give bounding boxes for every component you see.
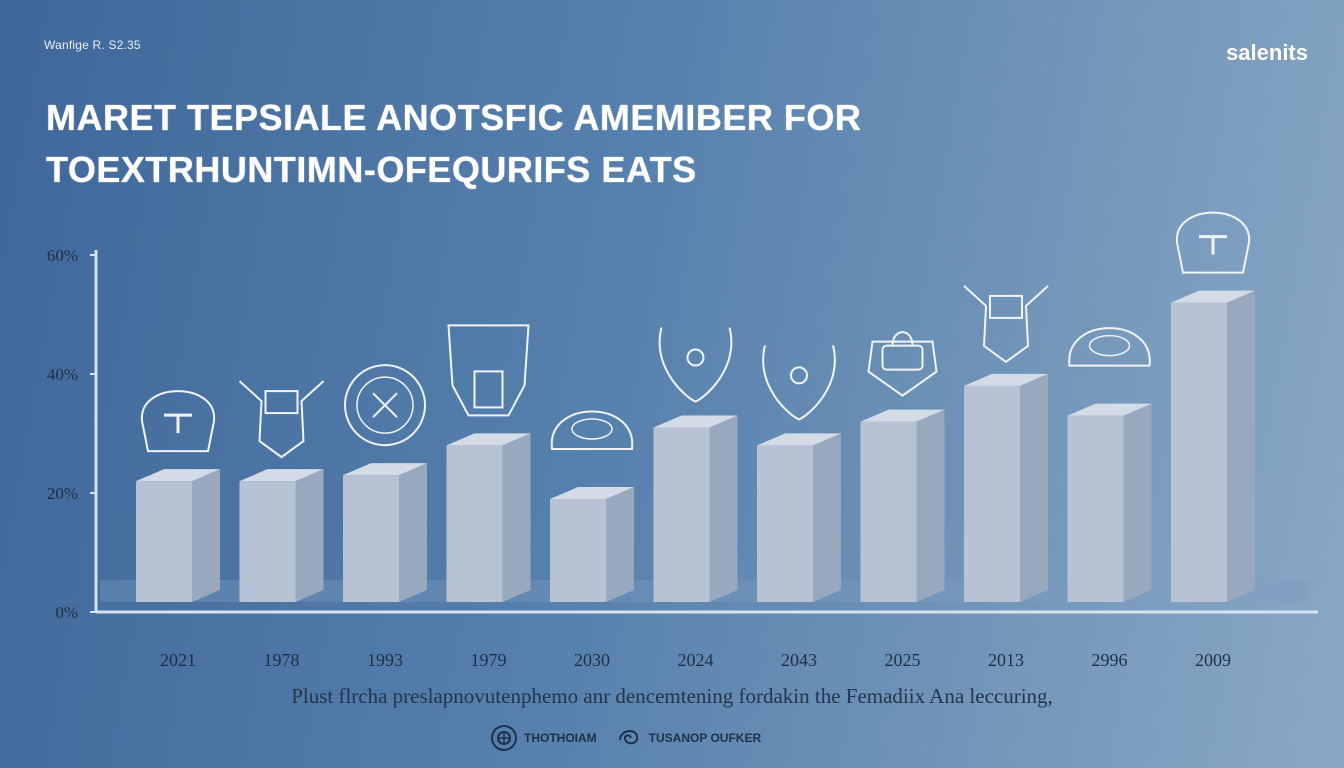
footer-logo-2-text: TUSANOP OUFKER: [648, 731, 762, 745]
footer-logo-2: TUSANOP OUFKER: [615, 724, 761, 752]
shield-crest-icon: [344, 364, 426, 447]
bar-top: [550, 486, 634, 499]
bar: [964, 385, 1020, 602]
x-tick-label: 1993: [367, 650, 403, 670]
y-tick-label: 40%: [47, 365, 78, 384]
x-tick-label: 1979: [471, 650, 507, 670]
bar-side: [192, 469, 220, 602]
bar-top: [343, 463, 427, 476]
helmet-icon: [1175, 211, 1251, 274]
bar: [343, 475, 399, 602]
bar-side: [295, 469, 324, 602]
armor-icon: [963, 285, 1049, 364]
brand-logo-text: salenits: [1226, 40, 1308, 65]
top-left-label: Wanfige R. S2.35: [44, 38, 141, 52]
chart-caption: Plust flrcha preslapnovutenphemo anr den…: [291, 684, 1053, 708]
bar-side: [1227, 290, 1255, 602]
crest-icon: [762, 345, 836, 421]
y-tick-label: 20%: [47, 484, 78, 503]
bar: [550, 498, 606, 602]
bar-side: [709, 415, 738, 602]
bar-top: [239, 469, 324, 482]
bar: [1171, 302, 1227, 602]
bar: [653, 427, 710, 602]
armor-icon: [238, 380, 325, 459]
footer-logo-1-text: THOTHOIAM: [524, 731, 597, 745]
x-tick-label: 2021: [160, 650, 196, 670]
bar-side: [1123, 403, 1152, 602]
bar-top: [860, 409, 945, 422]
x-tick-label: 2996: [1092, 650, 1128, 670]
bar-top: [653, 415, 738, 428]
bar-top: [136, 469, 220, 482]
x-tick-label: 2043: [781, 650, 817, 670]
helmet-icon: [140, 390, 216, 453]
bar: [446, 445, 503, 602]
footer-logos: THOTHOIAM TUSANOP OUFKER: [490, 724, 761, 752]
chart-title-line-1: MARET TEPSIALE ANOTSFIC AMEMIBER FOR: [46, 97, 862, 138]
bar-side: [1020, 373, 1048, 602]
bar: [1067, 415, 1124, 602]
y-tick-label: 0%: [55, 603, 78, 622]
x-tick-label: 2013: [988, 650, 1024, 670]
ornament-icon: [1068, 327, 1151, 367]
ornament-icon: [550, 410, 634, 450]
helmet-crest-icon: [447, 324, 530, 417]
bar-top: [964, 373, 1048, 386]
bar: [757, 445, 813, 602]
bar-top: [1067, 403, 1152, 416]
y-tick-label: 60%: [47, 246, 78, 265]
bar-side: [606, 486, 634, 602]
bar-top: [446, 433, 531, 446]
bar-top: [757, 433, 841, 446]
bar: [860, 421, 917, 602]
bar-chart: 0% 20% 40% 60% 2021 1978 1993 1979 2030 2024…: [47, 211, 1318, 670]
circle-emblem-icon: [491, 725, 517, 751]
bar-side: [502, 433, 531, 602]
x-tick-label: 2025: [885, 650, 921, 670]
bar-side: [813, 433, 841, 602]
bar: [239, 481, 296, 602]
chart-title: MARET TEPSIALE ANOTSFIC AMEMIBER FOR TOE…: [46, 92, 976, 196]
bar-side: [916, 409, 945, 602]
chart-title-line-2: TOEXTRHUNTIMN-OFEQURIFS EATS: [46, 149, 697, 190]
x-tick-label: 1978: [264, 650, 300, 670]
footer-logo-1: THOTHOIAM: [490, 724, 597, 752]
bar-side: [399, 463, 427, 602]
swirl-emblem-icon: [618, 730, 638, 745]
bar: [136, 481, 192, 602]
x-tick-label: 2030: [574, 650, 610, 670]
x-tick-label: 2009: [1195, 650, 1231, 670]
crest-icon: [658, 327, 733, 403]
bag-icon: [867, 331, 938, 397]
x-tick-label: 2024: [678, 650, 714, 670]
bar-top: [1171, 290, 1255, 303]
